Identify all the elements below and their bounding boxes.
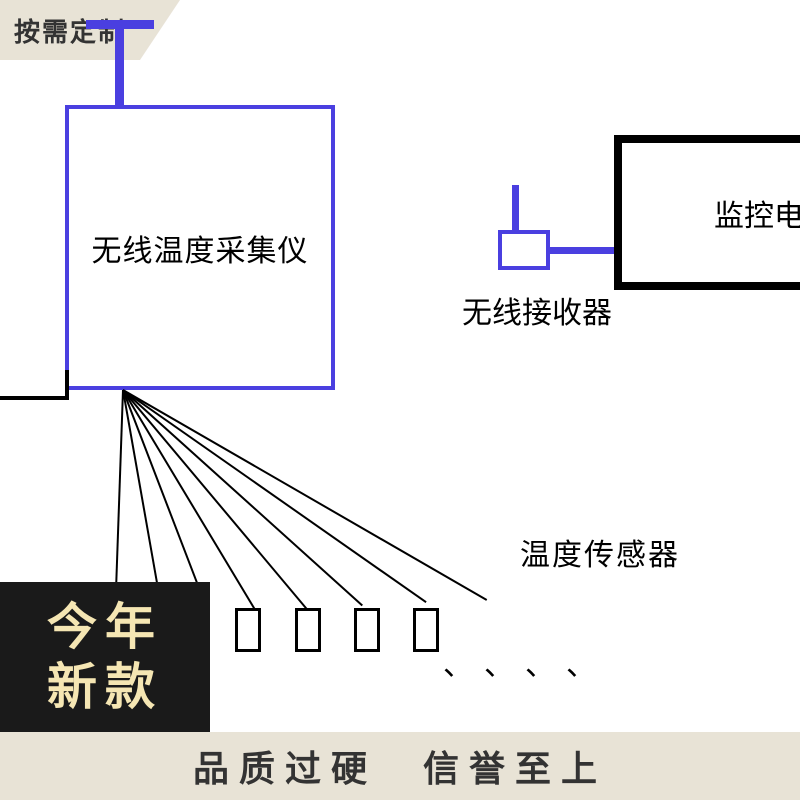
monitor-box: 监控电 [614, 135, 800, 290]
collector-box: 无线温度采集仪 [65, 105, 335, 390]
sensor-fan-line [122, 390, 209, 613]
badge-bottom-left-line2: 新款 [47, 657, 163, 717]
badge-bottom-left: 今年 新款 [0, 582, 210, 732]
receiver-box [498, 230, 550, 270]
badge-top-left-text: 按需定制 [14, 12, 126, 49]
badge-bottom-left-line1: 今年 [47, 597, 163, 657]
sensor-box [413, 608, 439, 652]
sensor-label: 温度传感器 [520, 530, 680, 574]
sensor-box [235, 608, 261, 652]
receiver-label: 无线接收器 [462, 288, 612, 332]
collector-port-left-h [0, 396, 69, 400]
badge-bottom-bar: 品质过硬 信誉至上 [0, 732, 800, 800]
monitor-label: 监控电 [674, 191, 800, 235]
receiver-antenna [512, 185, 519, 233]
sensor-box [354, 608, 380, 652]
sensor-fan-line [122, 389, 363, 606]
collector-antenna-vertical [115, 20, 124, 107]
collector-antenna-horizontal [86, 20, 154, 29]
collector-label: 无线温度采集仪 [92, 226, 309, 270]
badge-bottom-bar-text: 品质过硬 信誉至上 [193, 740, 607, 792]
sensor-box [295, 608, 321, 652]
receiver-connector [546, 247, 618, 254]
sensor-dots: 、、、、 [443, 640, 622, 684]
sensor-fan-line [114, 390, 124, 612]
sensor-fan-line [123, 389, 488, 601]
